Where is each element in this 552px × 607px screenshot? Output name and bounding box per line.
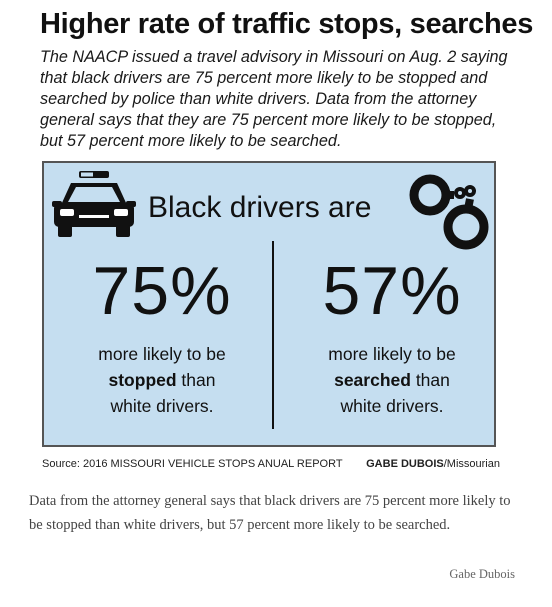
stat-searched-description: more likely to be searched than white dr… <box>292 341 492 419</box>
handcuffs-icon <box>409 174 489 250</box>
stat-searched-than: than <box>410 370 450 390</box>
source-text: Source: 2016 MISSOURI VEHICLE STOPS ANUA… <box>42 458 343 470</box>
panel-heading: Black drivers are <box>148 191 372 224</box>
stat-searched-line1: more likely to be <box>328 344 456 364</box>
stat-searched: 57% more likely to be searched than whit… <box>292 255 492 419</box>
image-caption: Data from the attorney general says that… <box>29 493 511 533</box>
photo-credit: Gabe Dubois <box>449 567 515 581</box>
source-line: Source: 2016 MISSOURI VEHICLE STOPS ANUA… <box>42 458 500 474</box>
stat-stopped-line2: stopped than <box>62 367 262 393</box>
stat-searched-line2: searched than <box>292 367 492 393</box>
stat-searched-line3: white drivers. <box>340 396 444 416</box>
stat-stopped-percent: 75% <box>92 253 232 329</box>
stat-stopped: 75% more likely to be stopped than white… <box>62 255 262 419</box>
graphic-credit-name: GABE DUBOIS <box>366 458 444 470</box>
headline: Higher rate of traffic stops, searches <box>40 8 534 40</box>
stat-stopped-line1: more likely to be <box>98 344 226 364</box>
infographic-panel: Black drivers are 75% more likely to be … <box>42 161 496 447</box>
stat-searched-percent: 57% <box>322 253 462 329</box>
graphic-credit-outlet: /Missourian <box>443 458 500 470</box>
graphic-credit: GABE DUBOIS/Missourian <box>366 458 500 470</box>
stat-stopped-keyword: stopped <box>108 370 177 390</box>
stat-searched-keyword: searched <box>334 370 411 390</box>
stat-stopped-line3: white drivers. <box>110 396 214 416</box>
stat-stopped-than: than <box>176 370 216 390</box>
police-car-icon <box>52 171 136 237</box>
stat-stopped-description: more likely to be stopped than white dri… <box>62 341 262 419</box>
divider <box>272 241 274 429</box>
intro-text: The NAACP issued a travel advisory in Mi… <box>40 48 508 150</box>
